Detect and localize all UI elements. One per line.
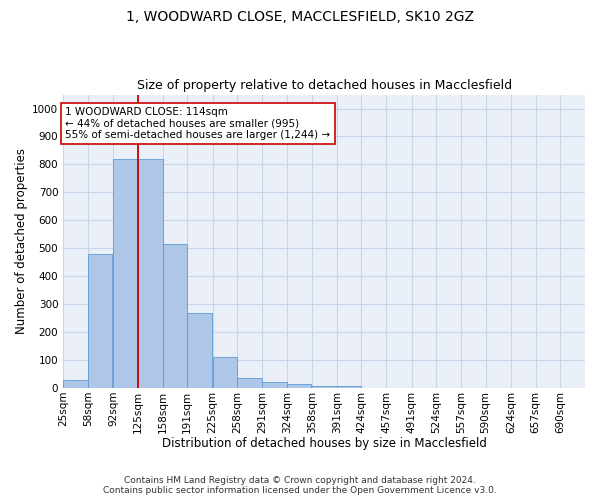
Bar [187,313,212,388]
Bar [262,382,287,388]
Bar [163,244,187,388]
Bar [63,380,88,388]
Bar [113,159,138,388]
Bar [312,386,337,388]
Bar [337,386,361,388]
Bar [212,357,238,388]
Bar [138,159,163,388]
Text: 1 WOODWARD CLOSE: 114sqm
← 44% of detached houses are smaller (995)
55% of semi-: 1 WOODWARD CLOSE: 114sqm ← 44% of detach… [65,107,331,140]
Text: Contains HM Land Registry data © Crown copyright and database right 2024.
Contai: Contains HM Land Registry data © Crown c… [103,476,497,495]
Text: 1, WOODWARD CLOSE, MACCLESFIELD, SK10 2GZ: 1, WOODWARD CLOSE, MACCLESFIELD, SK10 2G… [126,10,474,24]
Y-axis label: Number of detached properties: Number of detached properties [15,148,28,334]
Title: Size of property relative to detached houses in Macclesfield: Size of property relative to detached ho… [137,79,512,92]
X-axis label: Distribution of detached houses by size in Macclesfield: Distribution of detached houses by size … [161,437,487,450]
Bar [238,378,262,388]
Bar [88,254,112,388]
Bar [287,384,311,388]
